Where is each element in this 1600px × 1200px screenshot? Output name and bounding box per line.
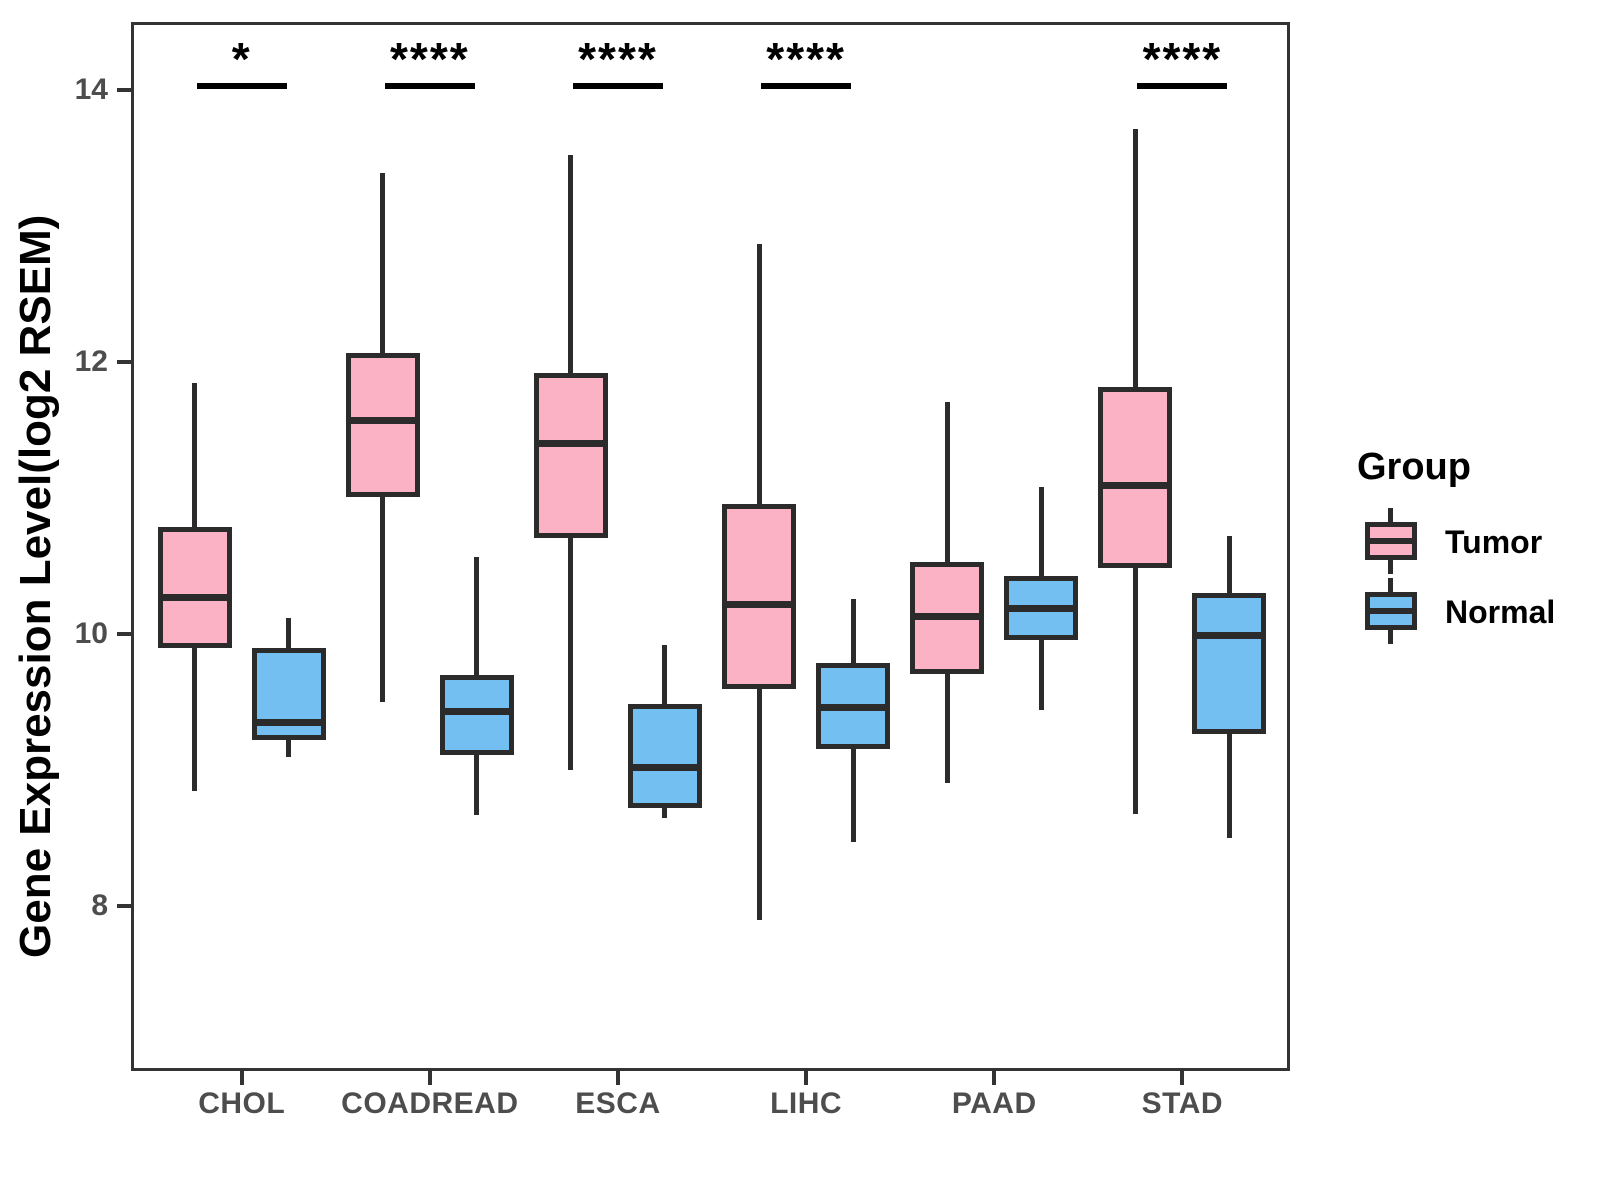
legend: Group Tumor Normal	[1330, 440, 1590, 700]
x-tick-mark	[239, 1071, 244, 1085]
box-tumor-stad	[1098, 386, 1173, 568]
x-tick-label: PAAD	[951, 1087, 1037, 1120]
x-tick-label: CHOL	[198, 1087, 286, 1120]
y-tick-label: 12	[74, 345, 108, 379]
legend-swatch-median	[1365, 608, 1417, 614]
legend-swatch-normal-boxplot-icon	[1365, 578, 1417, 644]
box-tumor-esca	[533, 373, 608, 538]
median-tumor-chol	[157, 594, 232, 602]
box-tumor-chol	[157, 526, 232, 648]
median-tumor-paad	[910, 613, 985, 621]
y-tick-mark	[117, 360, 131, 365]
x-tick-mark	[1180, 1071, 1185, 1085]
median-normal-paad	[1004, 604, 1079, 612]
median-normal-coadread	[439, 708, 514, 716]
significance-bar-coadread	[384, 83, 475, 89]
legend-swatch-tumor-boxplot-icon	[1365, 508, 1417, 574]
significance-bar-lihc	[761, 83, 852, 89]
y-tick-label: 14	[74, 73, 108, 107]
median-normal-stad	[1192, 632, 1267, 640]
significance-stars-esca: ****	[578, 33, 658, 85]
median-normal-chol	[251, 719, 326, 727]
y-tick-mark	[117, 904, 131, 909]
legend-label-normal: Normal	[1445, 594, 1556, 630]
box-tumor-lihc	[722, 503, 797, 689]
significance-bar-stad	[1137, 83, 1228, 89]
x-tick-mark	[992, 1071, 997, 1085]
x-tick-label: LIHC	[770, 1087, 843, 1120]
box-normal-chol	[251, 647, 326, 741]
median-normal-esca	[627, 764, 702, 772]
significance-stars-stad: ****	[1142, 33, 1223, 85]
x-tick-label: COADREAD	[341, 1087, 519, 1120]
x-tick-mark	[427, 1071, 432, 1085]
x-tick-label: ESCA	[575, 1087, 661, 1120]
legend-swatch-median	[1365, 538, 1417, 544]
significance-bar-esca	[572, 83, 663, 89]
y-tick-label: 8	[91, 889, 108, 923]
significance-stars-chol: *	[231, 33, 252, 85]
median-tumor-esca	[533, 440, 608, 448]
median-normal-lihc	[816, 704, 891, 712]
y-tick-label: 10	[74, 617, 108, 651]
x-tick-mark	[804, 1071, 809, 1085]
y-axis-title: Gene Expression Level(log2 RSEM)	[11, 214, 60, 958]
legend-title: Group	[1357, 446, 1471, 488]
legend-label-tumor: Tumor	[1445, 524, 1543, 560]
median-tumor-stad	[1098, 482, 1173, 490]
box-normal-stad	[1192, 593, 1267, 734]
median-tumor-lihc	[722, 600, 797, 608]
significance-stars-coadread: ****	[390, 33, 470, 85]
y-tick-mark	[117, 632, 131, 637]
box-normal-esca	[627, 703, 702, 809]
plot-panel	[131, 22, 1290, 1071]
box-tumor-coadread	[345, 352, 420, 497]
significance-stars-lihc: ****	[766, 33, 846, 85]
y-tick-mark	[117, 88, 131, 93]
x-tick-label: STAD	[1141, 1087, 1224, 1120]
median-tumor-coadread	[345, 417, 420, 425]
significance-bar-chol	[196, 83, 287, 89]
x-tick-mark	[615, 1071, 620, 1085]
